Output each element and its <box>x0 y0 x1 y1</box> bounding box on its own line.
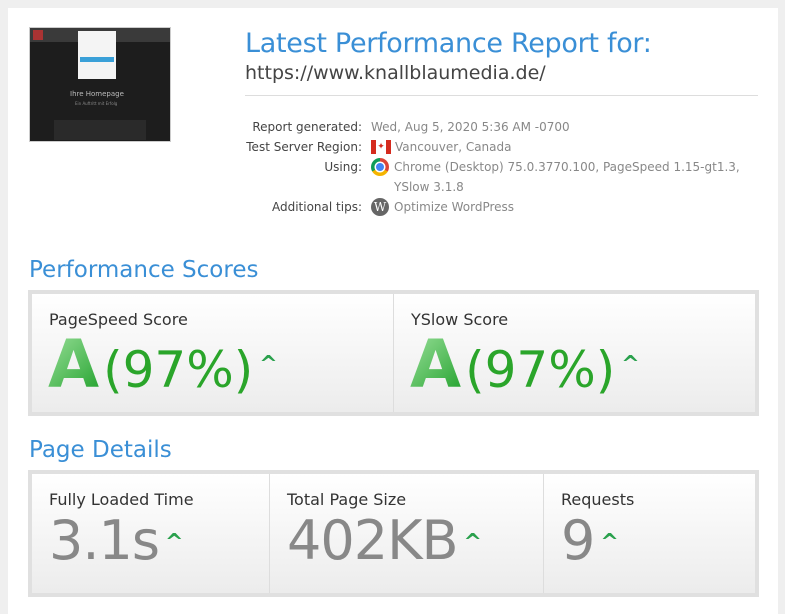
thumb-subheading: Ein Auftritt mit Erfolg <box>75 101 118 106</box>
meta-value: Wed, Aug 5, 2020 5:36 AM -0700 <box>371 120 570 134</box>
detail-value: 9 <box>561 509 595 572</box>
meta-row-region: Test Server Region: ✦ Vancouver, Canada <box>200 137 740 157</box>
meta-row-generated: Report generated: Wed, Aug 5, 2020 5:36 … <box>200 117 740 137</box>
meta-row-using-cont: YSlow 3.1.8 <box>200 177 740 197</box>
meta-label: Using: <box>324 160 362 174</box>
thumb-modal-button <box>80 57 114 62</box>
fully-loaded-time: Fully Loaded Time 3.1s ^ <box>32 474 270 593</box>
trend-up-icon: ^ <box>621 352 640 377</box>
meta-row-using: Using: Chrome (Desktop) 75.0.3770.100, P… <box>200 157 740 177</box>
wordpress-icon: W <box>371 198 389 216</box>
page-details-heading: Page Details <box>29 437 172 463</box>
score-grade: A <box>48 326 100 403</box>
report-meta: Report generated: Wed, Aug 5, 2020 5:36 … <box>200 117 740 217</box>
score-percent: (97%) <box>465 341 616 399</box>
total-page-size: Total Page Size 402KB ^ <box>270 474 544 593</box>
performance-scores-panel: PageSpeed Score A (97%) ^ YSlow Score A (97… <box>28 290 759 416</box>
meta-row-tips: Additional tips: W Optimize WordPress <box>200 197 740 217</box>
detail-label: Fully Loaded Time <box>49 490 194 509</box>
score-label: PageSpeed Score <box>49 310 188 329</box>
score-grade: A <box>410 326 462 403</box>
pagespeed-score[interactable]: PageSpeed Score A (97%) ^ <box>32 294 394 412</box>
trend-up-icon: ^ <box>600 530 619 555</box>
trend-up-icon: ^ <box>165 530 184 555</box>
meta-value: Vancouver, Canada <box>395 140 512 154</box>
page-details-panel: Fully Loaded Time 3.1s ^ Total Page Size … <box>28 470 759 597</box>
meta-label: Additional tips: <box>271 200 362 214</box>
meta-label: Test Server Region: <box>246 140 362 154</box>
detail-value: 3.1s <box>49 509 160 572</box>
thumb-laptop <box>54 120 146 140</box>
detail-label: Requests <box>561 490 635 509</box>
thumb-heading: Ihre Homepage <box>70 90 124 98</box>
site-screenshot-thumbnail[interactable]: Ihre Homepage Ein Auftritt mit Erfolg <box>29 27 171 142</box>
page-title: Latest Performance Report for: <box>245 28 652 59</box>
chrome-icon <box>371 158 389 176</box>
meta-value: Chrome (Desktop) 75.0.3770.100, PageSpee… <box>394 160 740 174</box>
divider <box>245 95 758 96</box>
score-label: YSlow Score <box>411 310 509 329</box>
thumb-logo <box>33 30 43 40</box>
canada-flag-icon: ✦ <box>371 140 391 154</box>
detail-label: Total Page Size <box>287 490 407 509</box>
detail-value: 402KB <box>287 509 459 572</box>
meta-label: Report generated: <box>252 120 362 134</box>
requests: Requests 9 ^ <box>544 474 755 593</box>
trend-up-icon: ^ <box>463 530 482 555</box>
trend-up-icon: ^ <box>259 352 278 377</box>
optimize-wordpress-link[interactable]: Optimize WordPress <box>394 200 515 214</box>
report-url[interactable]: https://www.knallblaumedia.de/ <box>245 62 546 84</box>
thumb-cookie-modal <box>78 31 116 79</box>
performance-scores-heading: Performance Scores <box>29 257 259 283</box>
score-percent: (97%) <box>103 341 254 399</box>
yslow-score[interactable]: YSlow Score A (97%) ^ <box>394 294 755 412</box>
meta-value: YSlow 3.1.8 <box>394 180 464 194</box>
